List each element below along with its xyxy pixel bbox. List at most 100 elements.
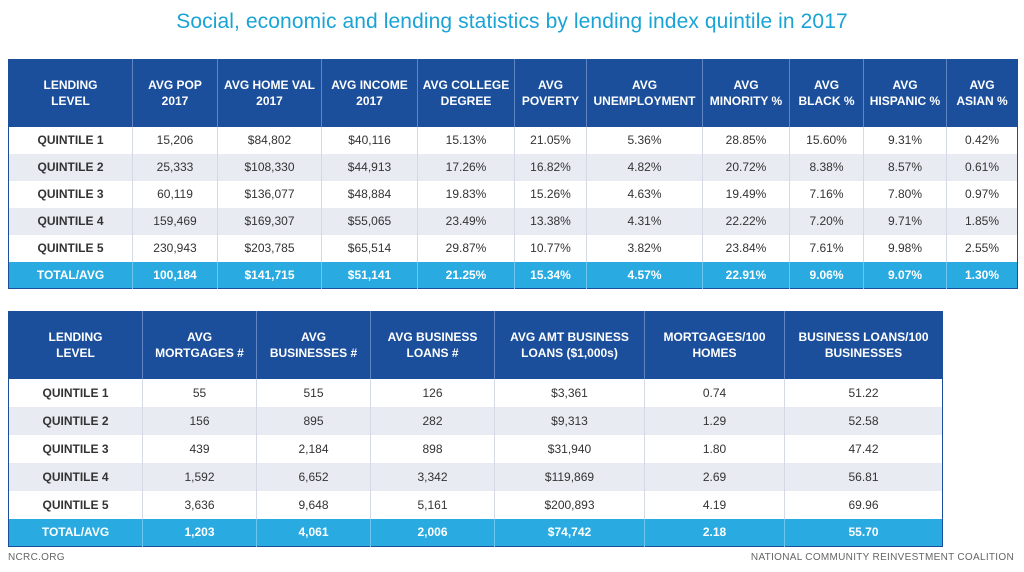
table-cell: 51.22 [784, 378, 943, 407]
table-cell: $9,313 [494, 406, 645, 435]
total-row: TOTAL/AVG 1,203 4,061 2,006 $74,742 2.18 55.70 [8, 518, 943, 547]
footer-organization: NATIONAL COMMUNITY REINVESTMENT COALITIO… [750, 552, 1014, 563]
total-cell: 1.30% [946, 261, 1018, 289]
table-row: QUINTILE 1 55 515 126 $3,361 0.74 51.22 [8, 378, 943, 407]
table-cell: 7.61% [789, 234, 864, 262]
total-cell: 9.06% [789, 261, 864, 289]
table-cell: 6,652 [256, 462, 371, 491]
table-cell: 69.96 [784, 490, 943, 519]
total-cell: 4.57% [586, 261, 703, 289]
table-cell: 7.20% [789, 207, 864, 235]
total-cell: $51,141 [321, 261, 418, 289]
table-header-row: LENDING LEVEL AVG POP 2017 AVG HOME VAL 20… [8, 59, 1018, 127]
table-cell: $84,802 [217, 126, 322, 154]
table-cell: 23.84% [702, 234, 790, 262]
table-cell: 9.31% [863, 126, 947, 154]
table-cell: 56.81 [784, 462, 943, 491]
table-cell: $48,884 [321, 180, 418, 208]
table-cell: 1.85% [946, 207, 1018, 235]
column-header-avg-hispanic: AVG HISPANIC % [863, 59, 947, 127]
table-cell: 2.69 [644, 462, 785, 491]
row-label: QUINTILE 4 [8, 462, 143, 491]
total-cell: 100,184 [132, 261, 218, 289]
total-cell: 2,006 [370, 518, 495, 547]
table-cell: 60,119 [132, 180, 218, 208]
column-header-avg-mortgages: AVG MORTGAGES # [142, 311, 257, 379]
table-cell: $108,330 [217, 153, 322, 181]
row-label: QUINTILE 4 [8, 207, 133, 235]
table-row: QUINTILE 5 230,943 $203,785 $65,514 29.87% 10… [8, 234, 1018, 262]
table-cell: 7.16% [789, 180, 864, 208]
table-cell: 1.29 [644, 406, 785, 435]
table-cell: 9.71% [863, 207, 947, 235]
column-header-avg-businesses: AVG BUSINESSES # [256, 311, 371, 379]
table-cell: 2,184 [256, 434, 371, 463]
table-cell: 15.60% [789, 126, 864, 154]
total-cell: 4,061 [256, 518, 371, 547]
total-cell: 9.07% [863, 261, 947, 289]
table-cell: 52.58 [784, 406, 943, 435]
column-header-avg-poverty: AVG POVERTY [514, 59, 587, 127]
table-cell: $44,913 [321, 153, 418, 181]
table-cell: $65,514 [321, 234, 418, 262]
column-header-avg-minority: AVG MINORITY % [702, 59, 790, 127]
footer-website: NCRC.ORG [8, 552, 65, 563]
table-cell: 19.49% [702, 180, 790, 208]
table-cell: 1,592 [142, 462, 257, 491]
column-header-lending-level: LENDING LEVEL [8, 59, 133, 127]
column-header-avg-business-loans: AVG BUSINESS LOANS # [370, 311, 495, 379]
table-cell: 439 [142, 434, 257, 463]
table-row: QUINTILE 2 25,333 $108,330 $44,913 17.26% 16.… [8, 153, 1018, 181]
table-cell: 0.97% [946, 180, 1018, 208]
table-cell: 5.36% [586, 126, 703, 154]
table-cell: 3.82% [586, 234, 703, 262]
table-cell: 19.83% [417, 180, 515, 208]
table-cell: 29.87% [417, 234, 515, 262]
total-cell: 15.34% [514, 261, 587, 289]
table-cell: 15.26% [514, 180, 587, 208]
table-row: QUINTILE 3 439 2,184 898 $31,940 1.80 47.42 [8, 434, 943, 463]
table-cell: 895 [256, 406, 371, 435]
table-row: QUINTILE 4 1,592 6,652 3,342 $119,869 2.69 56.… [8, 462, 943, 491]
lending-table: LENDING LEVEL AVG MORTGAGES # AVG BUSINESS… [8, 311, 943, 547]
column-header-business-loans-100-businesses: BUSINESS LOANS/100 BUSINESSES [784, 311, 943, 379]
row-label: QUINTILE 1 [8, 378, 143, 407]
column-header-mortgages-100-homes: MORTGAGES/100 HOMES [644, 311, 785, 379]
table-cell: 17.26% [417, 153, 515, 181]
table-cell: 2.55% [946, 234, 1018, 262]
total-label: TOTAL/AVG [8, 261, 133, 289]
column-header-avg-college-degree: AVG COLLEGE DEGREE [417, 59, 515, 127]
row-label: QUINTILE 5 [8, 490, 143, 519]
page-title: Social, economic and lending statistics … [176, 10, 848, 33]
column-header-avg-black: AVG BLACK % [789, 59, 864, 127]
table-cell: 55 [142, 378, 257, 407]
row-label: QUINTILE 5 [8, 234, 133, 262]
total-row: TOTAL/AVG 100,184 $141,715 $51,141 21.25% 15.… [8, 261, 1018, 289]
table-cell: $136,077 [217, 180, 322, 208]
table-cell: 9.98% [863, 234, 947, 262]
table-cell: 282 [370, 406, 495, 435]
column-header-avg-amt-business-loans-1-000s: AVG AMT BUSINESS LOANS ($1,000s) [494, 311, 645, 379]
row-label: QUINTILE 2 [8, 406, 143, 435]
total-cell: 55.70 [784, 518, 943, 547]
row-label: QUINTILE 3 [8, 180, 133, 208]
column-header-avg-pop-2017: AVG POP 2017 [132, 59, 218, 127]
social-economic-table: LENDING LEVEL AVG POP 2017 AVG HOME VAL 20… [8, 59, 1018, 289]
table-cell: 15,206 [132, 126, 218, 154]
table-cell: 4.63% [586, 180, 703, 208]
column-header-avg-asian: AVG ASIAN % [946, 59, 1018, 127]
table-row: QUINTILE 3 60,119 $136,077 $48,884 19.83% 15.… [8, 180, 1018, 208]
row-label: QUINTILE 2 [8, 153, 133, 181]
table-header-row: LENDING LEVEL AVG MORTGAGES # AVG BUSINESS… [8, 311, 943, 379]
table-cell: 22.22% [702, 207, 790, 235]
total-cell: $74,742 [494, 518, 645, 547]
table-row: QUINTILE 1 15,206 $84,802 $40,116 15.13% 21.0… [8, 126, 1018, 154]
table-cell: 15.13% [417, 126, 515, 154]
table-cell: $119,869 [494, 462, 645, 491]
table-cell: 156 [142, 406, 257, 435]
table-cell: $203,785 [217, 234, 322, 262]
table-cell: 16.82% [514, 153, 587, 181]
table-cell: 8.57% [863, 153, 947, 181]
table-cell: 47.42 [784, 434, 943, 463]
column-header-avg-unemployment: AVG UNEMPLOYMENT [586, 59, 703, 127]
